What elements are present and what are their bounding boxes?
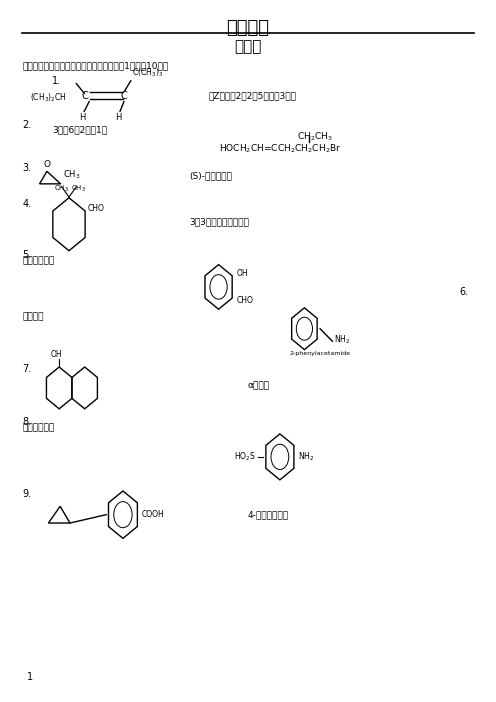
Text: OH: OH — [51, 350, 62, 359]
Text: 3，3二甲基环己基甲醛: 3，3二甲基环己基甲醛 — [189, 217, 249, 226]
Text: 苯乙酰胺: 苯乙酰胺 — [22, 312, 44, 322]
Text: 邻羟基苯甲醛: 邻羟基苯甲醛 — [22, 256, 55, 265]
Text: 5.: 5. — [22, 250, 32, 260]
Text: 6.: 6. — [459, 287, 468, 297]
Text: 8.: 8. — [22, 417, 32, 427]
Text: 4.: 4. — [22, 199, 32, 209]
Text: C(CH$_3$)$_3$: C(CH$_3$)$_3$ — [132, 67, 163, 79]
Text: H: H — [79, 113, 85, 122]
Text: CH$_2$CH$_3$: CH$_2$CH$_3$ — [297, 131, 333, 143]
Text: (CH$_3$)$_2$CH: (CH$_3$)$_2$CH — [30, 92, 66, 105]
Text: 2-phenylacetamide: 2-phenylacetamide — [290, 351, 351, 356]
Text: NH$_2$: NH$_2$ — [298, 451, 314, 463]
Text: CHO: CHO — [88, 204, 105, 213]
Text: OH: OH — [236, 269, 248, 278]
Text: H: H — [115, 113, 121, 122]
Text: 有机化学: 有机化学 — [227, 19, 269, 37]
Text: O: O — [44, 160, 51, 169]
Text: CH$_3$: CH$_3$ — [71, 183, 86, 194]
Text: 一、命名下列各化合物或写出结构式（每题1分，共10分）: 一、命名下列各化合物或写出结构式（每题1分，共10分） — [22, 61, 169, 70]
Text: COOH: COOH — [141, 510, 164, 519]
Text: α－萘酚: α－萘酚 — [248, 381, 270, 390]
Text: HO$_2$S: HO$_2$S — [234, 451, 256, 463]
Text: 3乙基6溴2己烯1醇: 3乙基6溴2己烯1醇 — [52, 126, 107, 134]
Text: NH$_2$: NH$_2$ — [334, 333, 350, 346]
Text: CHO: CHO — [236, 296, 253, 305]
Text: CH$_3$: CH$_3$ — [62, 168, 80, 181]
Text: 试卷一: 试卷一 — [234, 39, 262, 54]
Text: 4-环丙基苯甲酸: 4-环丙基苯甲酸 — [248, 510, 289, 519]
Text: 9.: 9. — [22, 489, 32, 498]
Text: 对氨基苯磺酸: 对氨基苯磺酸 — [22, 423, 55, 432]
Text: (S)-一环氧丙烷: (S)-一环氧丙烷 — [189, 171, 232, 180]
Text: CH$_3$: CH$_3$ — [54, 183, 69, 194]
Text: HOCH$_2$CH=CCH$_2$CH$_2$CH$_2$Br: HOCH$_2$CH=CCH$_2$CH$_2$CH$_2$Br — [219, 142, 341, 154]
Text: （Z）或顺2，2，5三甲基3己烯: （Z）或顺2，2，5三甲基3己烯 — [209, 91, 297, 100]
Text: 1: 1 — [27, 672, 33, 682]
Text: C: C — [82, 91, 89, 101]
Text: 3.: 3. — [22, 163, 32, 173]
Text: 7.: 7. — [22, 364, 32, 373]
Text: 2.: 2. — [22, 120, 32, 130]
Text: 1.: 1. — [52, 76, 61, 86]
Text: C: C — [121, 91, 127, 101]
